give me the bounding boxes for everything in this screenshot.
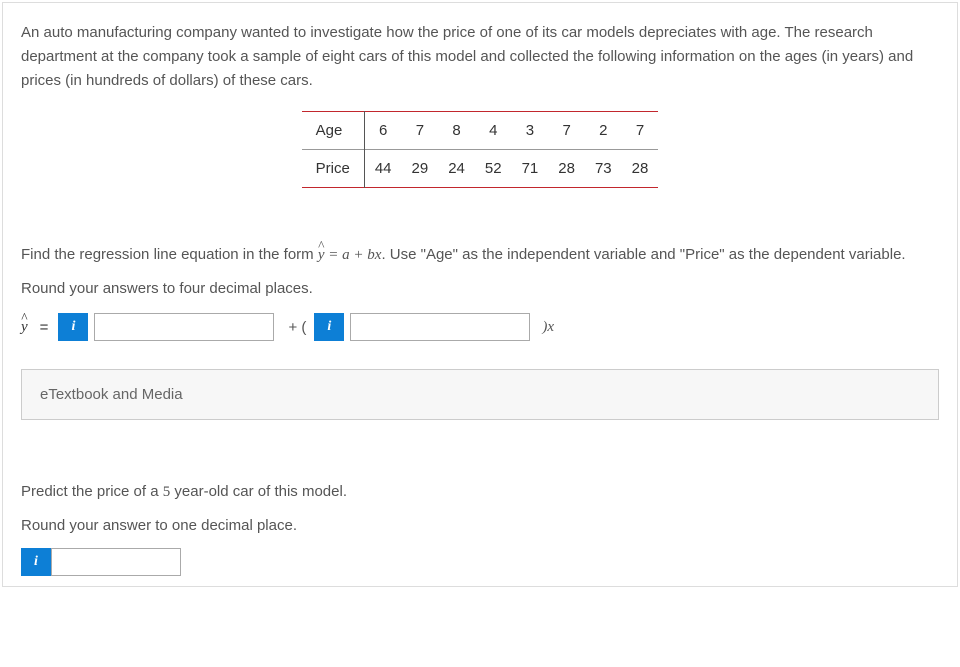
data-table: Age 6 7 8 4 3 7 2 7 Price 44 29 24 52 71… xyxy=(302,111,659,188)
cell: 6 xyxy=(364,112,401,150)
cell: 7 xyxy=(622,112,659,150)
q2-prompt: Predict the price of a 5 year-old car of… xyxy=(21,475,939,509)
q1-prompt-post: . Use "Age" as the independent variable … xyxy=(381,246,905,263)
info-button-predict[interactable]: i xyxy=(21,548,51,576)
q2-prompt-pre: Predict the price of a xyxy=(21,483,163,500)
etextbook-expander[interactable]: eTextbook and Media xyxy=(21,369,939,420)
cell: 3 xyxy=(512,112,549,150)
q1-answer-row: y = i + ( i )x xyxy=(21,313,939,341)
cell: 73 xyxy=(585,150,622,188)
cell: 2 xyxy=(585,112,622,150)
cell: 4 xyxy=(475,112,512,150)
cell: 44 xyxy=(364,150,401,188)
q2-answer-row: i xyxy=(21,548,939,576)
q2-prompt-post: year-old car of this model. xyxy=(170,483,347,500)
question-1: Find the regression line equation in the… xyxy=(21,238,939,420)
table-row: Price 44 29 24 52 71 28 73 28 xyxy=(302,150,659,188)
cell: 8 xyxy=(438,112,475,150)
cell: 24 xyxy=(438,150,475,188)
input-slope-b[interactable] xyxy=(350,313,530,341)
close-paren-x: )x xyxy=(542,319,554,336)
equals-sign: = xyxy=(40,319,49,336)
cell: 71 xyxy=(512,150,549,188)
cell: 28 xyxy=(622,150,659,188)
cell: 7 xyxy=(402,112,439,150)
etextbook-label: eTextbook and Media xyxy=(40,386,183,403)
question-container: An auto manufacturing company wanted to … xyxy=(2,2,958,587)
info-button-a[interactable]: i xyxy=(58,313,88,341)
table-row: Age 6 7 8 4 3 7 2 7 xyxy=(302,112,659,150)
cell: 28 xyxy=(548,150,585,188)
intro-text: An auto manufacturing company wanted to … xyxy=(21,21,939,93)
q1-prompt: Find the regression line equation in the… xyxy=(21,238,939,272)
yhat-symbol: y xyxy=(21,319,28,336)
cell: 7 xyxy=(548,112,585,150)
cell: 52 xyxy=(475,150,512,188)
plus-open-paren: + ( xyxy=(288,319,306,336)
q1-prompt-pre: Find the regression line equation in the… xyxy=(21,246,318,263)
question-2: Predict the price of a 5 year-old car of… xyxy=(21,475,939,576)
input-predicted-price[interactable] xyxy=(51,548,181,576)
row-label-age: Age xyxy=(302,112,365,150)
info-button-b[interactable]: i xyxy=(314,313,344,341)
data-table-wrap: Age 6 7 8 4 3 7 2 7 Price 44 29 24 52 71… xyxy=(21,111,939,188)
cell: 29 xyxy=(402,150,439,188)
row-label-price: Price xyxy=(302,150,365,188)
q1-round-text: Round your answers to four decimal place… xyxy=(21,272,939,305)
q1-formula: y = a + bx xyxy=(318,247,382,263)
q2-round-text: Round your answer to one decimal place. xyxy=(21,509,939,542)
input-intercept-a[interactable] xyxy=(94,313,274,341)
